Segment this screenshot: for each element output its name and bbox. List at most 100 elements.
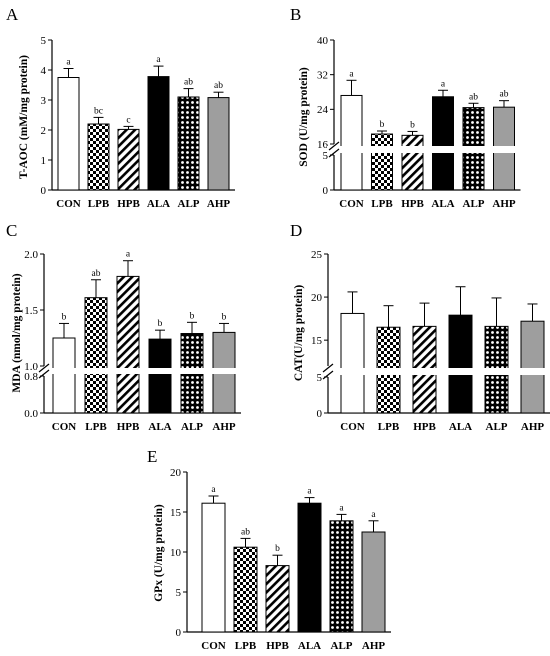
category-label: LPB xyxy=(235,640,257,652)
y-tick-label: 1 xyxy=(41,155,47,167)
panel-a-label: A xyxy=(6,5,19,24)
category-label: HPB xyxy=(401,198,424,210)
significance-letter: a xyxy=(441,79,446,89)
bar-hpb xyxy=(265,565,290,633)
bar-con xyxy=(57,77,80,191)
panel-d-plot: 0 5 15 20 25 CON LPB HPB ALA ALP AHP xyxy=(311,249,550,433)
bar-hpb xyxy=(116,275,140,414)
y-tick-label: 25 xyxy=(311,249,323,261)
panel-c: C MDA (nmol/mg protein) 0.0 0.81.0 1.5 2.0 b… xyxy=(6,221,243,433)
panel-c-label: C xyxy=(6,221,17,240)
significance-letter: a xyxy=(307,487,312,497)
axis-break-gap xyxy=(321,368,550,375)
bar-alp xyxy=(329,520,354,633)
bar-ala xyxy=(297,502,322,633)
category-label: LPB xyxy=(85,421,107,433)
y-tick-label: 0 xyxy=(176,627,182,639)
category-label: AHP xyxy=(212,421,236,433)
category-label: ALP xyxy=(486,421,508,433)
category-label: ALP xyxy=(463,198,485,210)
axis-break-mark xyxy=(322,370,334,380)
category-label: HPB xyxy=(413,421,436,433)
category-label: AHP xyxy=(207,198,231,210)
significance-letter: ab xyxy=(92,269,101,279)
axis-break-gap xyxy=(327,146,523,153)
significance-letter: a xyxy=(156,55,161,65)
axis-break-mark xyxy=(328,148,340,158)
panel-d-ylabel: CAT(U/mg protein) xyxy=(293,285,305,382)
bar-ala xyxy=(147,76,170,191)
bar-con xyxy=(201,502,226,633)
category-label: CON xyxy=(339,198,364,210)
category-label: HPB xyxy=(266,640,289,652)
significance-letter: b xyxy=(158,319,163,329)
category-label: HPB xyxy=(117,198,140,210)
significance-letter: ab xyxy=(469,92,478,102)
significance-letter: b xyxy=(190,311,195,321)
y-tick-label: 24 xyxy=(317,104,329,116)
panel-e: E GPx (U/mg protein) 0 5 10 15 20 a CON ab LPB b H… xyxy=(147,447,391,652)
y-tick-label: 0.8 xyxy=(24,371,38,383)
significance-letter: a xyxy=(339,503,344,513)
panel-c-ylabel: MDA (nmol/mg protein) xyxy=(11,273,23,392)
significance-letter: a xyxy=(126,250,131,260)
y-tick-label: 16 xyxy=(317,139,329,151)
significance-letter: ab xyxy=(241,527,250,537)
category-label: ALA xyxy=(449,421,472,433)
category-label: AHP xyxy=(521,421,545,433)
significance-letter: a xyxy=(211,485,216,495)
y-tick-label: 15 xyxy=(170,507,182,519)
bar-ala xyxy=(148,338,172,414)
bar-lpb xyxy=(84,297,108,414)
bar-lpb xyxy=(371,133,393,191)
significance-letter: bc xyxy=(94,106,103,116)
y-tick-label: 0 xyxy=(317,408,323,420)
y-tick-label: 0 xyxy=(323,185,329,197)
category-label: CON xyxy=(201,640,226,652)
category-label: LPB xyxy=(88,198,110,210)
axis-break-mark xyxy=(322,363,334,373)
significance-letter: b xyxy=(410,120,415,130)
y-tick-label: 0 xyxy=(41,185,47,197)
y-tick-label: 3 xyxy=(41,95,47,107)
bar-con xyxy=(52,337,76,414)
bar-ahp xyxy=(207,97,230,191)
panel-b-ylabel: SOD (U/mg protein) xyxy=(298,67,310,167)
panel-c-plot: 0.0 0.81.0 1.5 2.0 b CON ab LPB a HPB b ALA b ALP b AHP xyxy=(24,249,243,433)
significance-letter: b xyxy=(275,544,280,554)
bar-ala xyxy=(432,96,454,191)
bar-alp xyxy=(177,96,200,191)
significance-letter: c xyxy=(126,115,130,125)
significance-letter: b xyxy=(62,312,67,322)
panel-a-ylabel: T-AOC (mM/mg protein) xyxy=(18,55,30,179)
y-tick-label: 0.0 xyxy=(24,408,38,420)
significance-letter: ab xyxy=(184,78,193,88)
category-label: CON xyxy=(52,421,77,433)
significance-letter: ab xyxy=(500,90,509,100)
bar-ahp xyxy=(361,531,386,633)
y-tick-label: 4 xyxy=(41,65,47,77)
category-label: AHP xyxy=(362,640,386,652)
axis-break-mark xyxy=(38,363,50,373)
bar-hpb xyxy=(117,128,140,191)
significance-letter: b xyxy=(380,120,385,130)
category-label: ALP xyxy=(331,640,353,652)
category-label: ALP xyxy=(181,421,203,433)
category-label: CON xyxy=(56,198,81,210)
y-tick-label: 5 xyxy=(317,372,323,384)
bar-hpb xyxy=(401,134,424,191)
y-tick-label: 15 xyxy=(311,335,323,347)
y-tick-label: 20 xyxy=(170,467,182,479)
panel-a-plot: 0 1 2 3 4 5 a CON bc LPB c HPB a ALA ab ALP ab AHP xyxy=(41,35,235,210)
y-tick-label: 1.5 xyxy=(24,305,38,317)
panel-d: D CAT(U/mg protein) 0 5 15 20 25 CON LPB HPB ALA… xyxy=(290,221,550,433)
category-label: CON xyxy=(340,421,365,433)
category-label: LPB xyxy=(378,421,400,433)
axis-break-mark xyxy=(38,369,50,379)
category-label: ALP xyxy=(178,198,200,210)
y-tick-label: 5 xyxy=(41,35,47,47)
panel-b: B SOD (U/mg protein) 0 516 24 32 40 a CON b LPB b… xyxy=(290,5,523,210)
bar-con xyxy=(340,312,365,414)
category-label: LPB xyxy=(371,198,393,210)
